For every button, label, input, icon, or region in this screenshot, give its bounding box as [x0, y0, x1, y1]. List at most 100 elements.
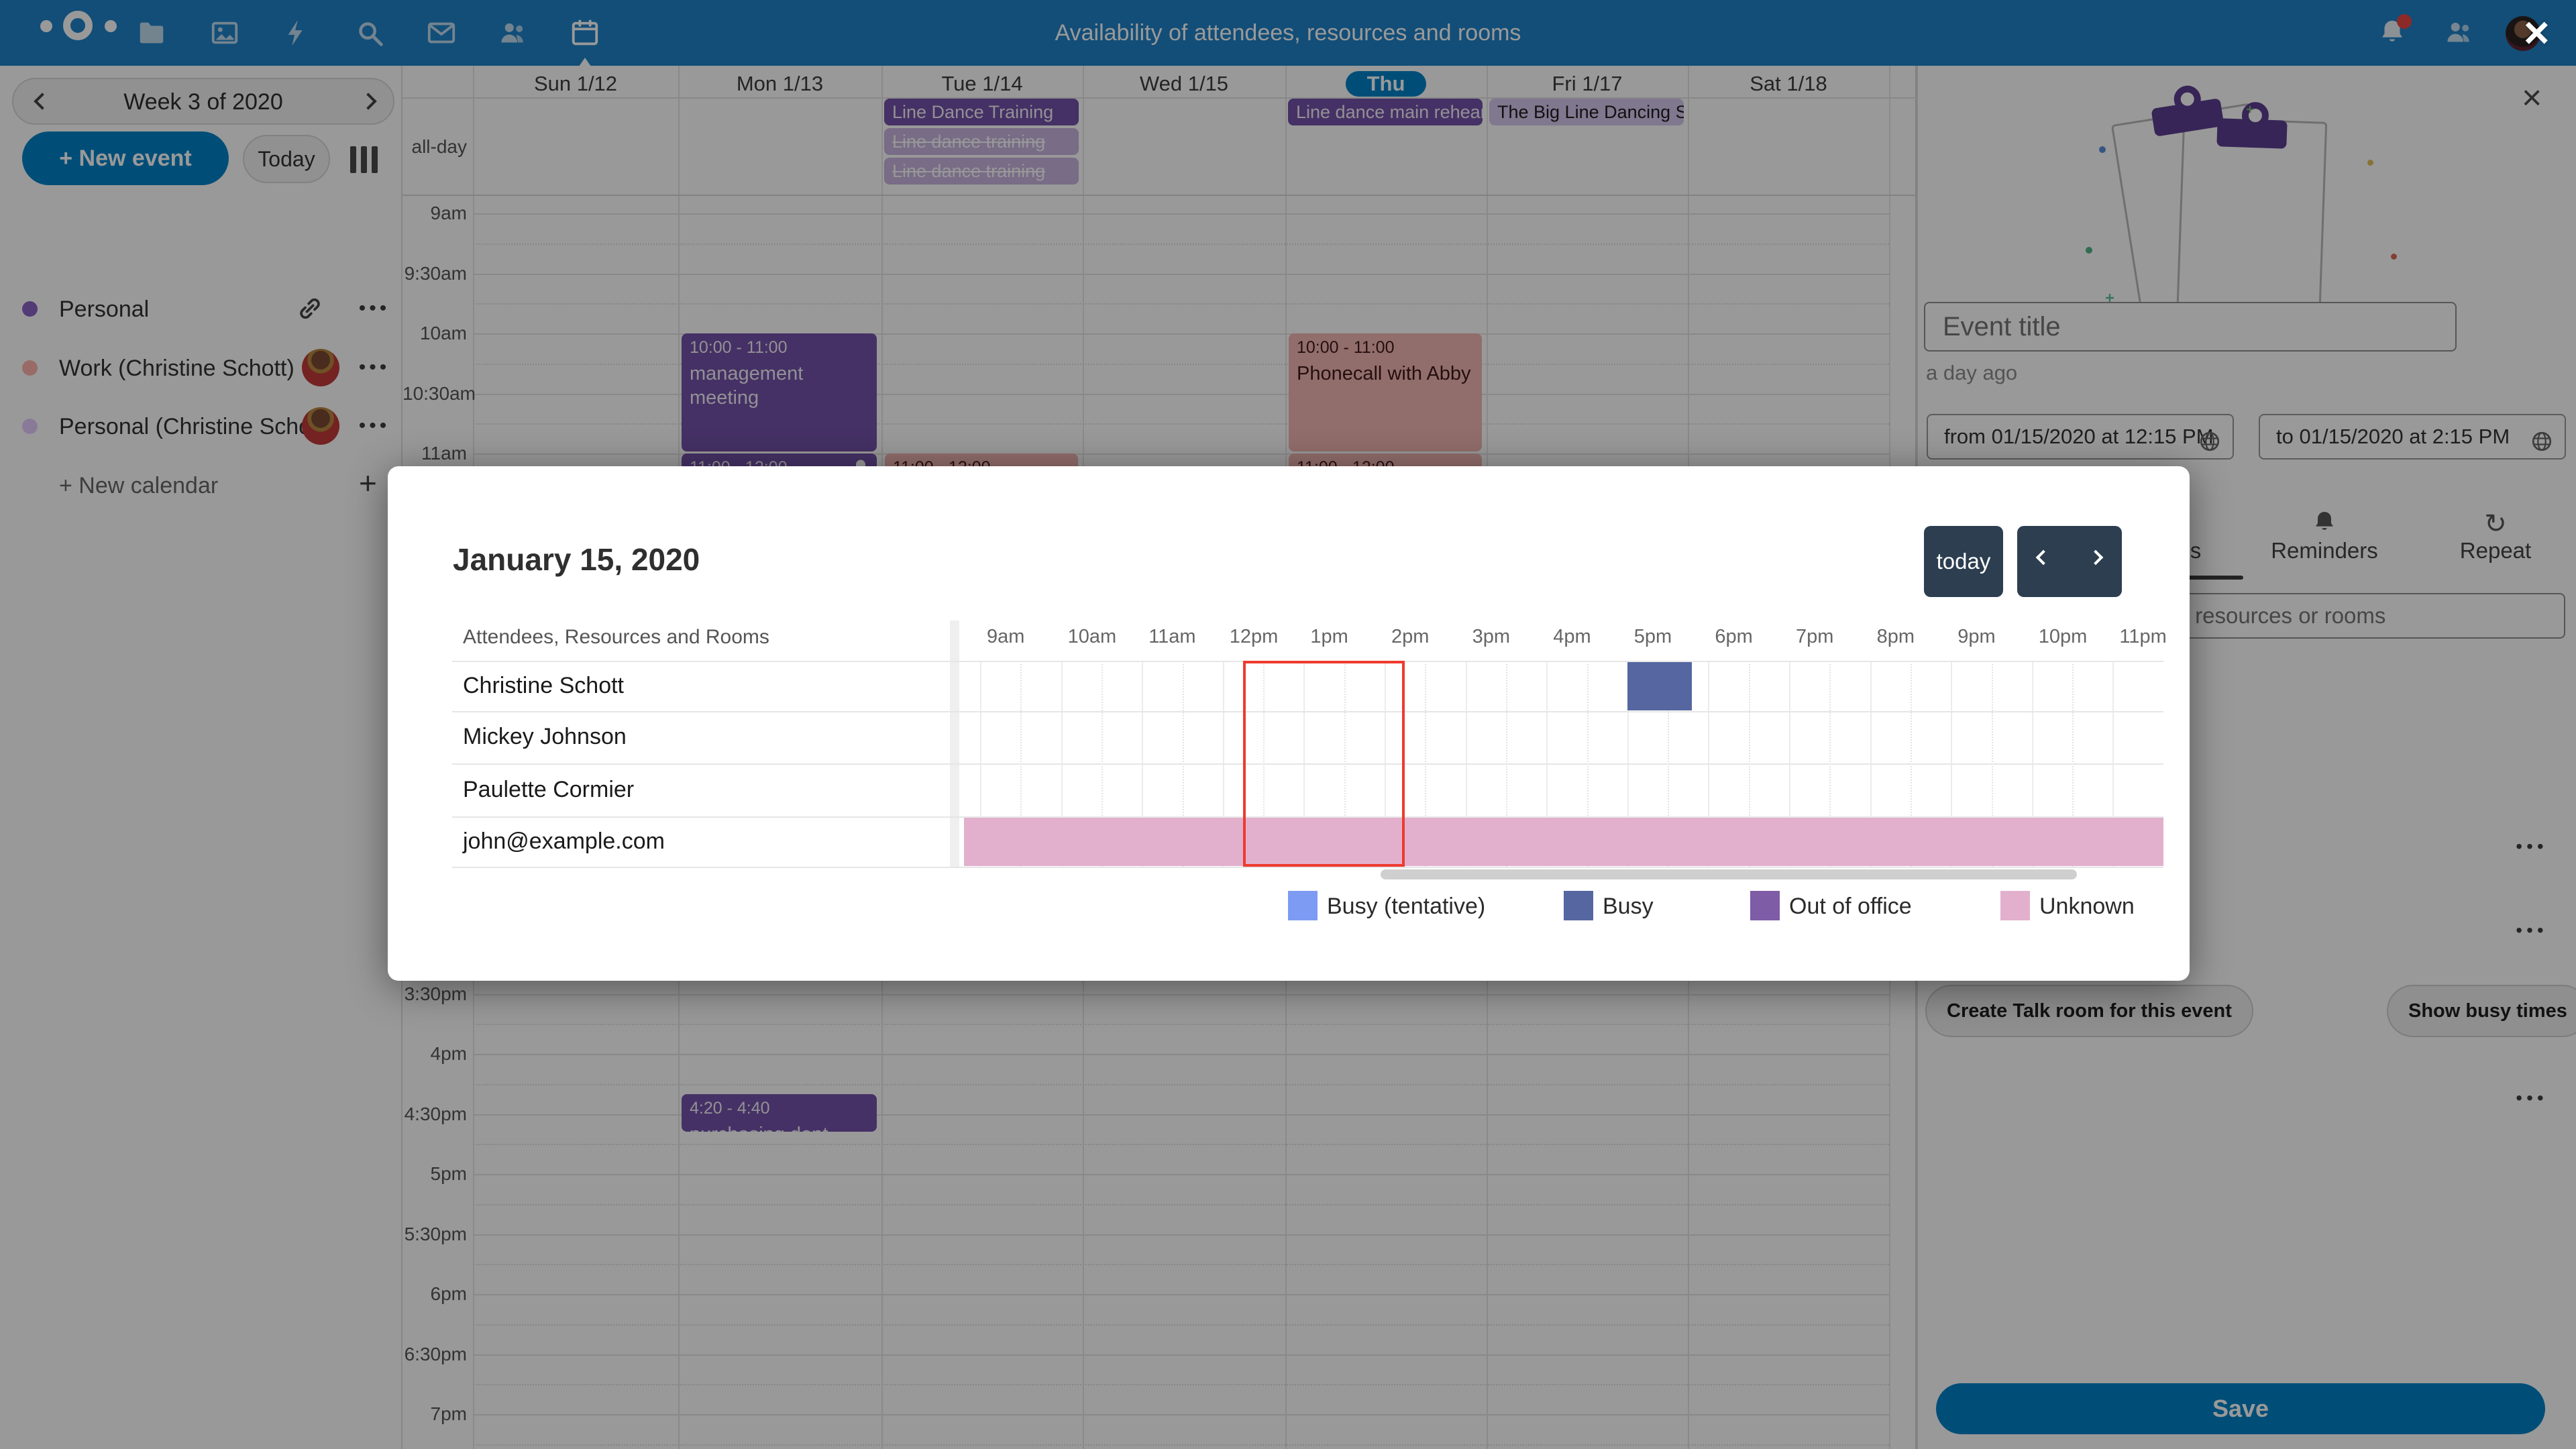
- create-talk-room-button[interactable]: Create Talk room for this event: [1925, 985, 2253, 1037]
- tab-repeat[interactable]: ↻ Repeat: [2422, 508, 2569, 564]
- time-axis-label: 10am: [1067, 626, 1117, 647]
- active-app-pointer: [573, 58, 597, 75]
- time-axis-label: 9pm: [1957, 626, 1996, 647]
- allday-event[interactable]: Line dance training: [884, 158, 1079, 184]
- files-icon[interactable]: [136, 17, 167, 48]
- grid-line: [452, 816, 2163, 818]
- grid-line: [473, 1414, 1889, 1415]
- day-header[interactable]: Tue 1/14: [941, 72, 1023, 95]
- user-avatar[interactable]: [2506, 16, 2540, 51]
- grid-line: [473, 1234, 1889, 1236]
- close-icon[interactable]: ×: [2522, 78, 2542, 117]
- plus-icon[interactable]: +: [359, 466, 377, 500]
- activity-icon[interactable]: [281, 17, 312, 48]
- event-title: purchasing dept: [690, 1122, 869, 1132]
- modal-close-icon[interactable]: ×: [2524, 7, 2550, 57]
- horizontal-scrollbar-thumb[interactable]: [1381, 869, 2077, 879]
- day-header[interactable]: Sun 1/12: [533, 72, 618, 95]
- time-axis-label: 11am: [1148, 626, 1196, 647]
- allday-event[interactable]: Line dance training: [884, 128, 1079, 155]
- tab-reminders[interactable]: Reminders: [2251, 508, 2398, 564]
- time-axis-label: 3pm: [1472, 626, 1511, 647]
- allday-event[interactable]: Line Dance Training: [884, 99, 1079, 125]
- new-calendar-item[interactable]: + New calendar +: [0, 460, 402, 511]
- legend-label: Out of office: [1789, 894, 1912, 919]
- day-header[interactable]: Sat 1/18: [1750, 72, 1827, 95]
- time-label: 6:30pm: [404, 1343, 467, 1364]
- calendar-list-item[interactable]: Personal (Christine Scho… •••: [0, 400, 402, 451]
- time-axis-label: 7pm: [1796, 626, 1834, 647]
- attendee-actions-menu[interactable]: •••: [2516, 1087, 2548, 1108]
- calendar-event[interactable]: 4:20 - 4:40 purchasing dept: [682, 1093, 877, 1132]
- grid-line: [473, 363, 1889, 365]
- tab-label: Reminders: [2271, 538, 2378, 563]
- timezone-globe-icon[interactable]: [2198, 425, 2222, 451]
- calendar-name: Personal (Christine Scho…: [59, 414, 335, 439]
- page-title: Availability of attendees, resources and…: [1055, 20, 1521, 46]
- save-button[interactable]: Save: [1936, 1383, 2545, 1434]
- allday-event[interactable]: The Big Line Dancing Show: [1489, 99, 1684, 125]
- grid-line: [473, 1054, 1889, 1055]
- time-label: 5:30pm: [404, 1223, 467, 1244]
- time-label: 7pm: [430, 1403, 467, 1424]
- view-mode-icon[interactable]: [350, 146, 380, 173]
- new-calendar-label: + New calendar: [59, 473, 219, 498]
- calendar-list-item[interactable]: Personal •••: [0, 283, 402, 334]
- time-axis-label: 6pm: [1715, 626, 1753, 647]
- day-header[interactable]: Mon 1/13: [736, 72, 824, 95]
- grid-line: [473, 1114, 1889, 1116]
- calendar-actions-menu[interactable]: •••: [358, 297, 390, 319]
- search-icon[interactable]: [354, 17, 385, 48]
- calendar-event[interactable]: 10:00 - 11:00 management meeting: [682, 333, 877, 451]
- next-day-button[interactable]: [2070, 526, 2122, 597]
- attendee-name: john@example.com: [463, 828, 665, 854]
- timezone-globe-icon[interactable]: [2530, 425, 2554, 451]
- calendar-icon[interactable]: [570, 17, 600, 48]
- grid-line: [473, 1024, 1889, 1026]
- legend-swatch: [1564, 891, 1593, 920]
- bell-icon: [2251, 508, 2398, 538]
- contacts-icon[interactable]: [498, 17, 529, 48]
- share-link-icon[interactable]: [295, 294, 325, 323]
- time-label: 10:30am: [402, 382, 476, 404]
- from-datetime-field[interactable]: from 01/15/2020 at 12:15 PM: [1927, 414, 2234, 460]
- new-event-button[interactable]: + New event: [22, 131, 229, 185]
- today-button[interactable]: Today: [243, 135, 330, 183]
- calendar-actions-menu[interactable]: •••: [358, 415, 390, 437]
- grid-line: [402, 97, 1917, 99]
- event-title-input[interactable]: [1924, 302, 2457, 352]
- grid-line: [473, 333, 1889, 335]
- calendar-actions-menu[interactable]: •••: [358, 356, 390, 378]
- notifications-bell-icon[interactable]: [2377, 14, 2412, 48]
- nextcloud-logo[interactable]: [36, 9, 130, 56]
- show-busy-times-button[interactable]: Show busy times: [2387, 985, 2576, 1037]
- photos-icon[interactable]: [209, 17, 240, 48]
- calendar-event[interactable]: 10:00 - 11:00 Phonecall with Abby: [1289, 333, 1482, 451]
- mail-icon[interactable]: [426, 17, 457, 48]
- week-navigation[interactable]: Week 3 of 2020: [12, 78, 394, 125]
- modal-today-button[interactable]: today: [1924, 526, 2003, 597]
- availability-modal: January 15, 2020 today Attendees, Resour…: [388, 466, 2190, 981]
- calendar-color-dot: [22, 301, 38, 317]
- grid-line: [473, 1174, 1889, 1175]
- time-label: 4:30pm: [404, 1103, 467, 1124]
- availability-block-unknown: [963, 818, 2163, 866]
- grid-line: [473, 1444, 1889, 1446]
- attendee-name: Christine Schott: [463, 672, 624, 698]
- to-datetime-field[interactable]: to 01/15/2020 at 2:15 PM: [2259, 414, 2566, 460]
- contacts-menu-icon[interactable]: [2444, 17, 2475, 48]
- attendee-actions-menu[interactable]: •••: [2516, 920, 2548, 941]
- calendar-list-item[interactable]: Work (Christine Schott) •••: [0, 342, 402, 393]
- time-label: 6pm: [430, 1283, 467, 1304]
- shared-by-avatar: [302, 407, 339, 445]
- attendee-actions-menu[interactable]: •••: [2516, 836, 2548, 857]
- time-axis-label: 10pm: [2038, 626, 2088, 647]
- day-header[interactable]: Wed 1/15: [1139, 72, 1229, 95]
- time-label: 9:30am: [404, 262, 467, 284]
- prev-day-button[interactable]: [2017, 526, 2070, 597]
- allday-event[interactable]: Line dance main rehearsal: [1288, 99, 1483, 125]
- event-time: 10:00 - 11:00: [1297, 338, 1395, 357]
- week-label: Week 3 of 2020: [123, 89, 283, 115]
- day-header[interactable]: Fri 1/17: [1552, 72, 1623, 95]
- grid-line: [473, 1384, 1889, 1386]
